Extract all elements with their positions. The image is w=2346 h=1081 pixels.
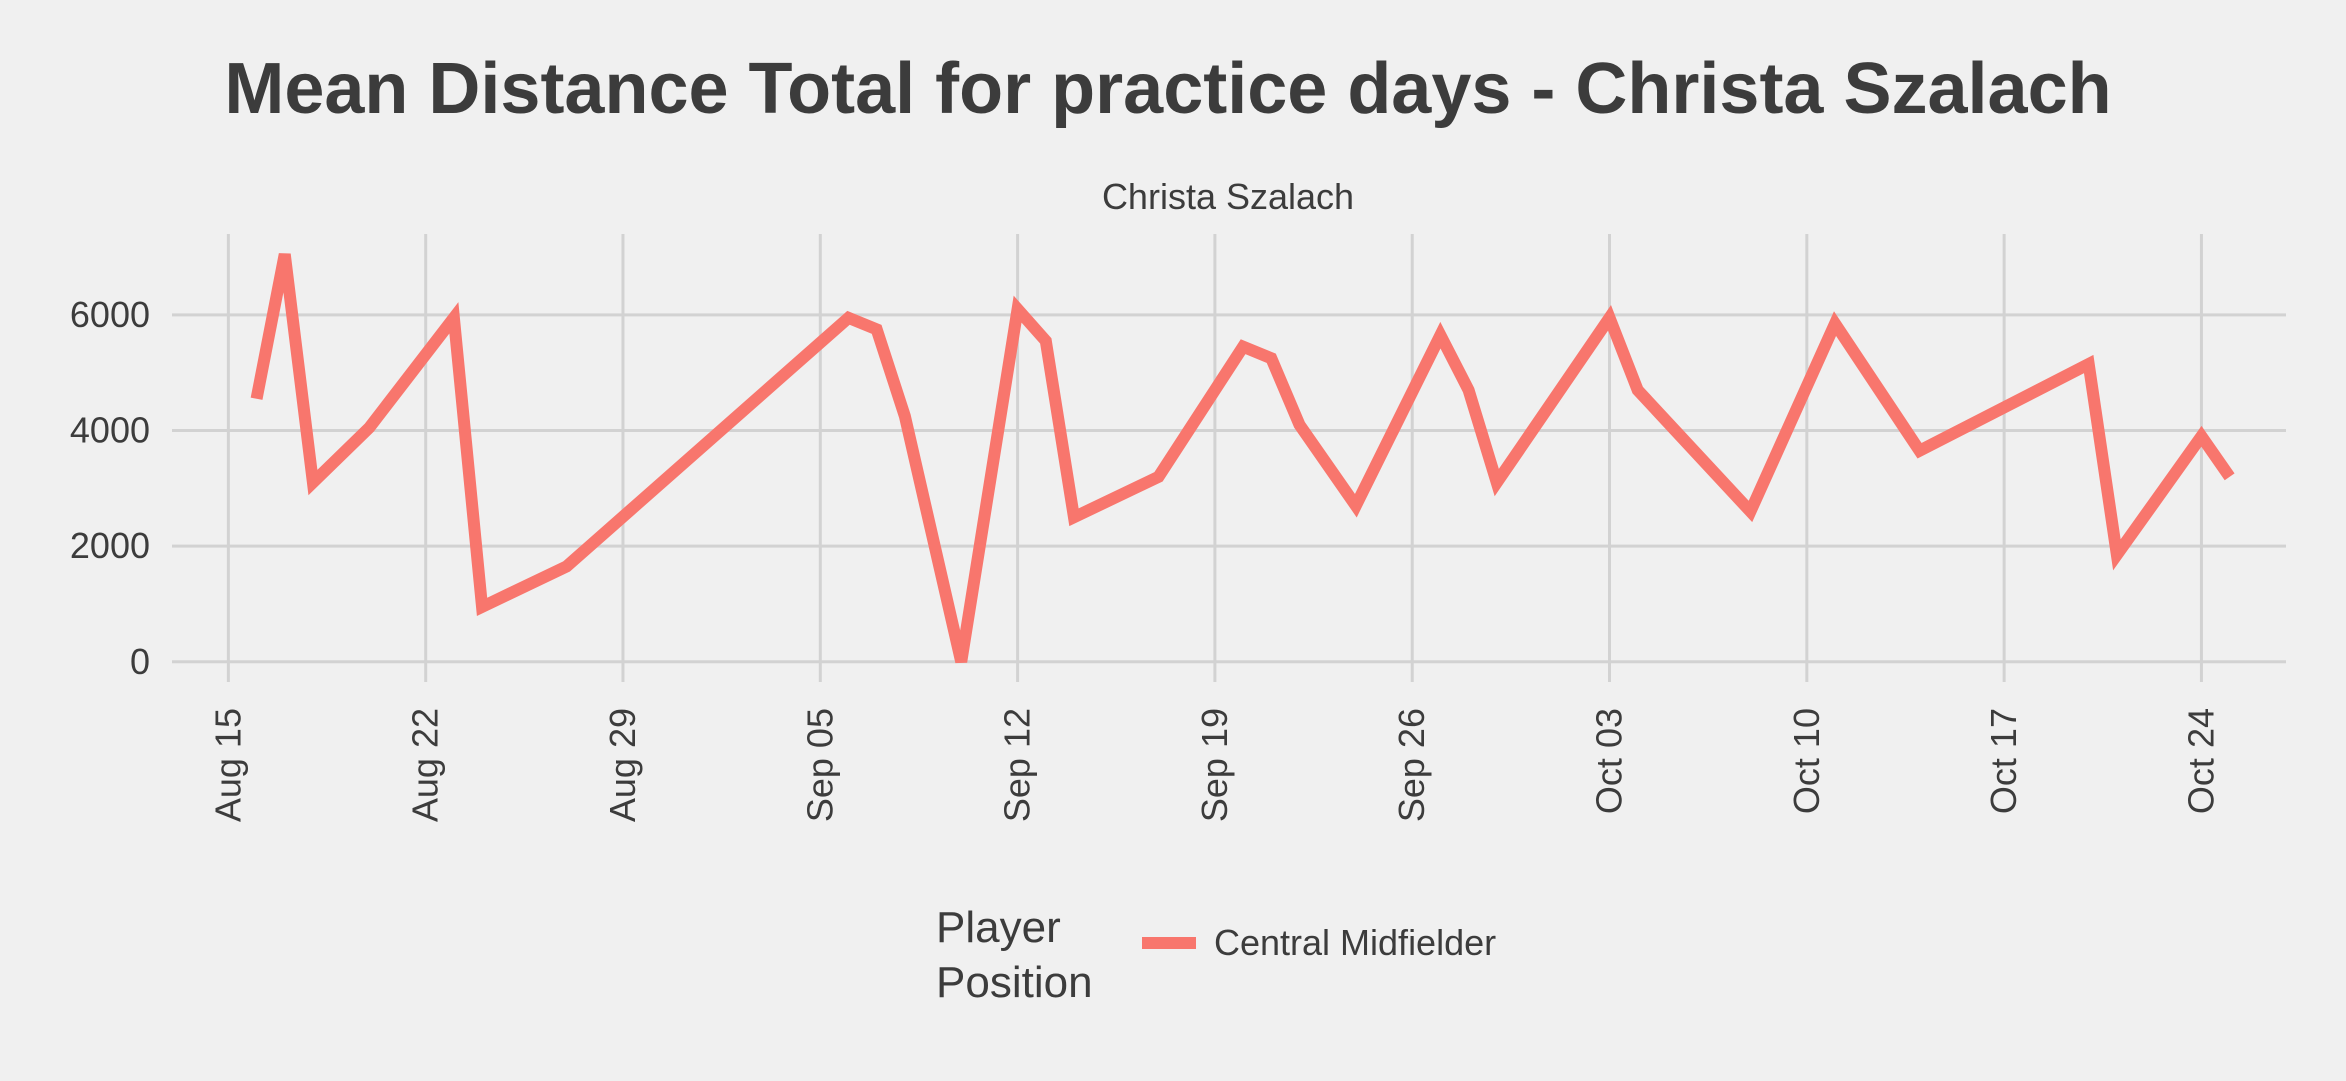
legend-title-line-1: Player: [936, 903, 1061, 952]
legend-title-line-2: Position: [936, 958, 1093, 1007]
facet-strip-label: Christa Szalach: [1102, 176, 1354, 217]
x-axis-tick-label: Sep 19: [1194, 708, 1235, 822]
x-axis-tick-label: Aug 22: [405, 708, 446, 822]
x-axis-tick-labels: Aug 15 Aug 22 Aug 29 Sep 05 Sep 12 Sep 19 Sep …: [207, 708, 2221, 822]
chart-title: Mean Distance Total for practice days - …: [224, 49, 2111, 129]
x-axis-tick-label: Aug 29: [602, 708, 643, 822]
x-axis-tick-label: Sep 12: [997, 708, 1038, 822]
x-axis-tick-label: Sep 26: [1391, 708, 1432, 822]
x-axis-tick-label: Oct 10: [1786, 708, 1827, 814]
y-axis-tick-label: 4000: [70, 410, 150, 451]
y-gridlines: [172, 313, 2286, 664]
series-line-central-midfielder: [250, 253, 2235, 664]
legend: Player Position Central Midfielder: [936, 903, 1496, 1007]
y-axis-tick-label: 0: [130, 641, 150, 682]
x-axis-tick-label: Oct 24: [2180, 708, 2221, 814]
x-axis-tick-label: Aug 15: [207, 708, 248, 822]
x-axis-tick-label: Sep 05: [799, 708, 840, 822]
y-axis-tick-label: 6000: [70, 294, 150, 335]
legend-label-central-midfielder: Central Midfielder: [1214, 922, 1496, 963]
y-axis-tick-label: 2000: [70, 525, 150, 566]
x-axis-tick-label: Oct 17: [1983, 708, 2024, 814]
series-layer: [250, 253, 2235, 664]
y-axis-tick-labels: 0 2000 4000 6000: [70, 294, 150, 682]
x-axis-tick-label: Oct 03: [1589, 708, 1630, 814]
